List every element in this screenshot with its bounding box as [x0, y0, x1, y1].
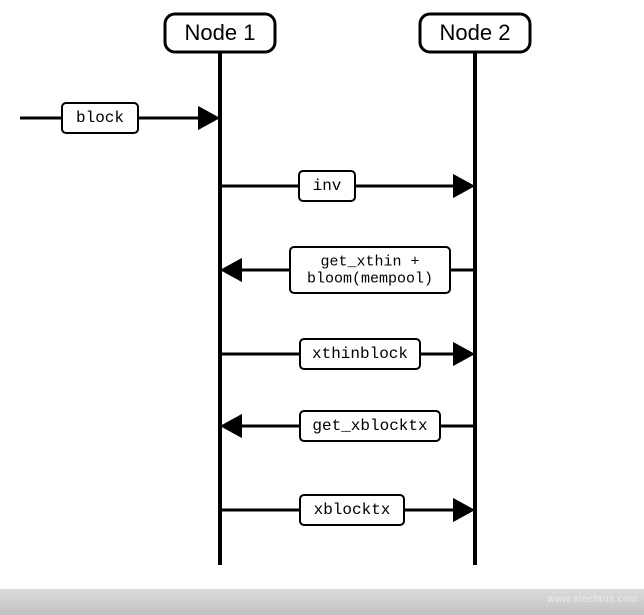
sequence-diagram: Node 1 Node 2 block inv get_xthin +bloom(mem… — [0, 0, 644, 589]
arrow-head — [453, 342, 475, 366]
node-label: Node 1 — [185, 20, 256, 45]
label-text: xblocktx — [314, 501, 391, 519]
label-text: inv — [313, 177, 342, 195]
label-text: get_xblocktx — [312, 417, 427, 435]
arrow-head — [198, 106, 220, 130]
arrow-head — [220, 258, 242, 282]
label-text: xthinblock — [312, 345, 408, 363]
watermark-text: www.elecfans.com — [547, 594, 638, 605]
label-text: block — [76, 109, 124, 127]
label-text: bloom(mempool) — [307, 271, 433, 288]
arrow-head — [220, 414, 242, 438]
label-text: get_xthin + — [320, 253, 419, 270]
footer-bar: www.elecfans.com — [0, 589, 644, 615]
arrow-head — [453, 498, 475, 522]
arrow-head — [453, 174, 475, 198]
node-label: Node 2 — [440, 20, 511, 45]
